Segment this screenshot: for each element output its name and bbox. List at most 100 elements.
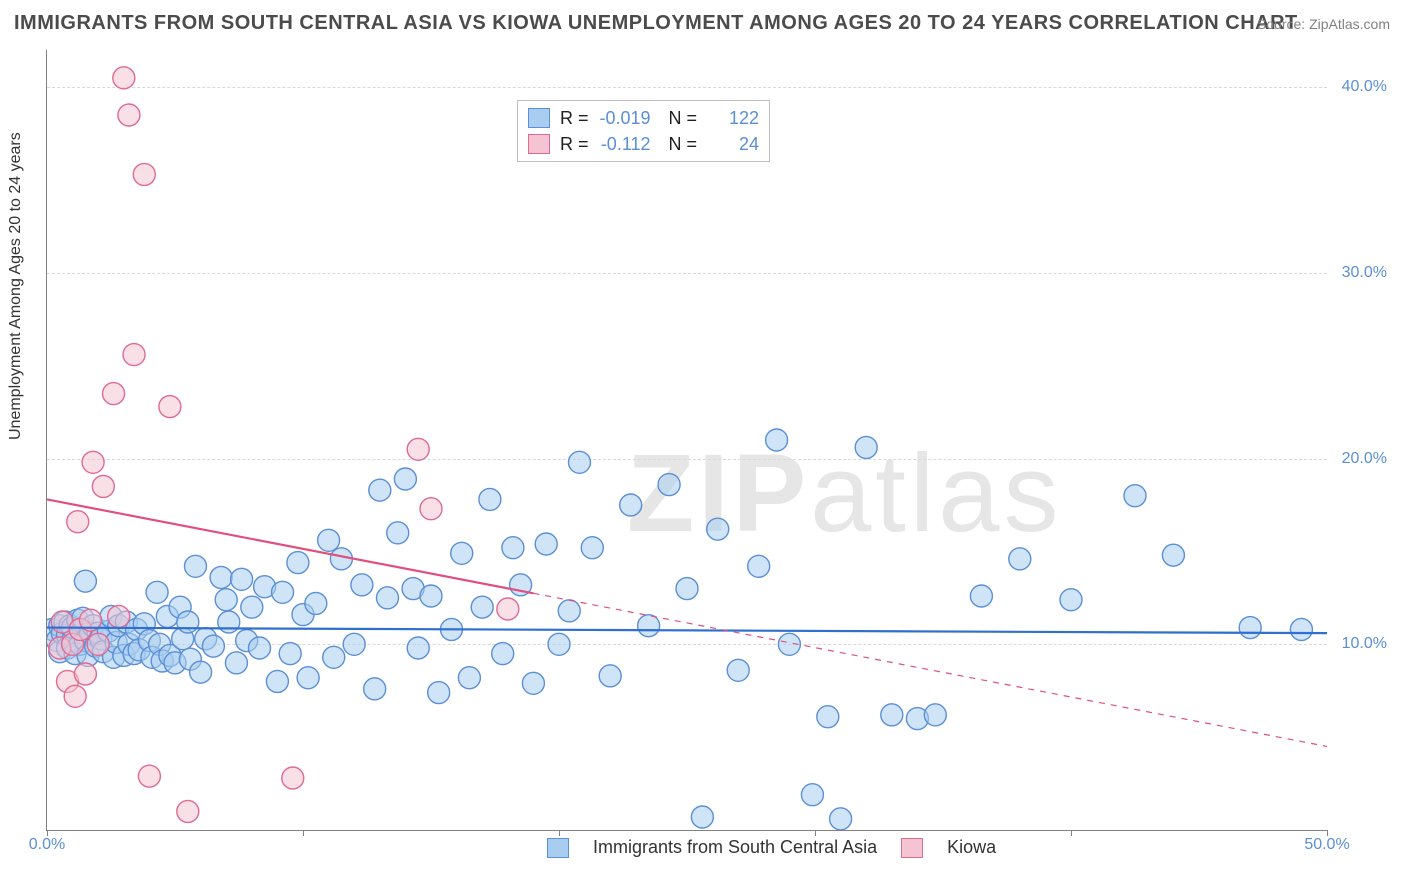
scatter-point-blue xyxy=(305,592,327,614)
scatter-point-blue xyxy=(638,615,660,637)
scatter-point-blue xyxy=(394,468,416,490)
scatter-point-blue xyxy=(287,552,309,574)
legend-label-blue: Immigrants from South Central Asia xyxy=(593,837,877,858)
scatter-point-blue xyxy=(351,574,373,596)
scatter-point-blue xyxy=(766,429,788,451)
scatter-point-pink xyxy=(82,451,104,473)
scatter-point-pink xyxy=(497,598,519,620)
scatter-point-blue xyxy=(272,581,294,603)
legend-swatch-pink-icon xyxy=(901,838,923,858)
scatter-point-blue xyxy=(855,436,877,458)
scatter-point-pink xyxy=(118,104,140,126)
scatter-point-blue xyxy=(658,474,680,496)
scatter-point-blue xyxy=(1290,618,1312,640)
swatch-blue-icon xyxy=(528,108,550,128)
scatter-point-blue xyxy=(458,667,480,689)
scatter-point-blue xyxy=(364,678,386,700)
x-tick-mark xyxy=(303,830,304,836)
scatter-point-blue xyxy=(323,646,345,668)
x-tick-label: 50.0% xyxy=(1304,836,1349,854)
scatter-point-blue xyxy=(1060,589,1082,611)
scatter-point-blue xyxy=(279,643,301,665)
scatter-point-pink xyxy=(108,605,130,627)
scatter-point-blue xyxy=(1124,485,1146,507)
y-axis-label: Unemployment Among Ages 20 to 24 years xyxy=(7,132,25,440)
chart-title: IMMIGRANTS FROM SOUTH CENTRAL ASIA VS KI… xyxy=(14,12,1298,35)
scatter-point-pink xyxy=(177,800,199,822)
plot-area: ZIPatlas 10.0%20.0%30.0%40.0% R = -0.019… xyxy=(46,50,1327,831)
scatter-point-blue xyxy=(881,704,903,726)
scatter-point-pink xyxy=(133,163,155,185)
scatter-point-blue xyxy=(74,570,96,592)
source-attribution: Source: ZipAtlas.com xyxy=(1257,16,1390,32)
bottom-legend: Immigrants from South Central Asia Kiowa xyxy=(547,837,996,858)
scatter-point-blue xyxy=(479,488,501,510)
scatter-point-blue xyxy=(676,578,698,600)
scatter-point-blue xyxy=(376,587,398,609)
scatter-point-blue xyxy=(1239,617,1261,639)
x-tick-mark xyxy=(559,830,560,836)
stats-row-pink: R = -0.112 N = 24 xyxy=(528,131,759,157)
y-tick-label: 40.0% xyxy=(1342,78,1387,96)
scatter-point-blue xyxy=(548,633,570,655)
scatter-point-pink xyxy=(103,383,125,405)
scatter-point-pink xyxy=(123,344,145,366)
scatter-point-blue xyxy=(568,451,590,473)
scatter-point-blue xyxy=(599,665,621,687)
scatter-point-pink xyxy=(74,663,96,685)
scatter-point-blue xyxy=(190,661,212,683)
scatter-point-blue xyxy=(210,566,232,588)
swatch-pink-icon xyxy=(528,134,550,154)
scatter-point-blue xyxy=(471,596,493,618)
scatter-point-pink xyxy=(282,767,304,789)
scatter-point-pink xyxy=(159,396,181,418)
scatter-point-blue xyxy=(707,518,729,540)
legend-swatch-blue-icon xyxy=(547,838,569,858)
x-tick-mark xyxy=(815,830,816,836)
scatter-point-blue xyxy=(330,548,352,570)
scatter-point-pink xyxy=(420,498,442,520)
scatter-point-blue xyxy=(407,637,429,659)
scatter-svg xyxy=(47,50,1327,830)
y-tick-label: 30.0% xyxy=(1342,264,1387,282)
scatter-point-blue xyxy=(727,659,749,681)
scatter-point-blue xyxy=(691,806,713,828)
stats-row-blue: R = -0.019 N = 122 xyxy=(528,105,759,131)
scatter-point-blue xyxy=(924,704,946,726)
scatter-point-pink xyxy=(67,511,89,533)
scatter-point-blue xyxy=(748,555,770,577)
scatter-point-blue xyxy=(522,672,544,694)
scatter-point-blue xyxy=(343,633,365,655)
scatter-point-blue xyxy=(502,537,524,559)
scatter-point-blue xyxy=(830,808,852,830)
scatter-point-blue xyxy=(225,652,247,674)
scatter-point-blue xyxy=(620,494,642,516)
scatter-point-blue xyxy=(184,555,206,577)
x-tick-label: 0.0% xyxy=(29,836,65,854)
scatter-point-blue xyxy=(817,706,839,728)
scatter-point-blue xyxy=(231,568,253,590)
chart-container: IMMIGRANTS FROM SOUTH CENTRAL ASIA VS KI… xyxy=(0,0,1406,892)
y-tick-label: 10.0% xyxy=(1342,635,1387,653)
scatter-point-blue xyxy=(241,596,263,618)
scatter-point-blue xyxy=(177,611,199,633)
scatter-point-pink xyxy=(138,765,160,787)
scatter-point-blue xyxy=(318,529,340,551)
scatter-point-blue xyxy=(266,670,288,692)
scatter-point-blue xyxy=(218,611,240,633)
scatter-point-blue xyxy=(535,533,557,555)
scatter-point-blue xyxy=(492,643,514,665)
scatter-point-pink xyxy=(407,438,429,460)
scatter-point-blue xyxy=(248,637,270,659)
scatter-point-blue xyxy=(369,479,391,501)
scatter-point-pink xyxy=(64,685,86,707)
x-tick-mark xyxy=(1071,830,1072,836)
scatter-point-blue xyxy=(202,635,224,657)
scatter-point-blue xyxy=(558,600,580,622)
stats-legend-box: R = -0.019 N = 122 R = -0.112 N = 24 xyxy=(517,100,770,162)
scatter-point-blue xyxy=(428,682,450,704)
scatter-point-pink xyxy=(113,67,135,89)
scatter-point-pink xyxy=(87,633,109,655)
scatter-point-blue xyxy=(420,585,442,607)
scatter-point-blue xyxy=(801,784,823,806)
